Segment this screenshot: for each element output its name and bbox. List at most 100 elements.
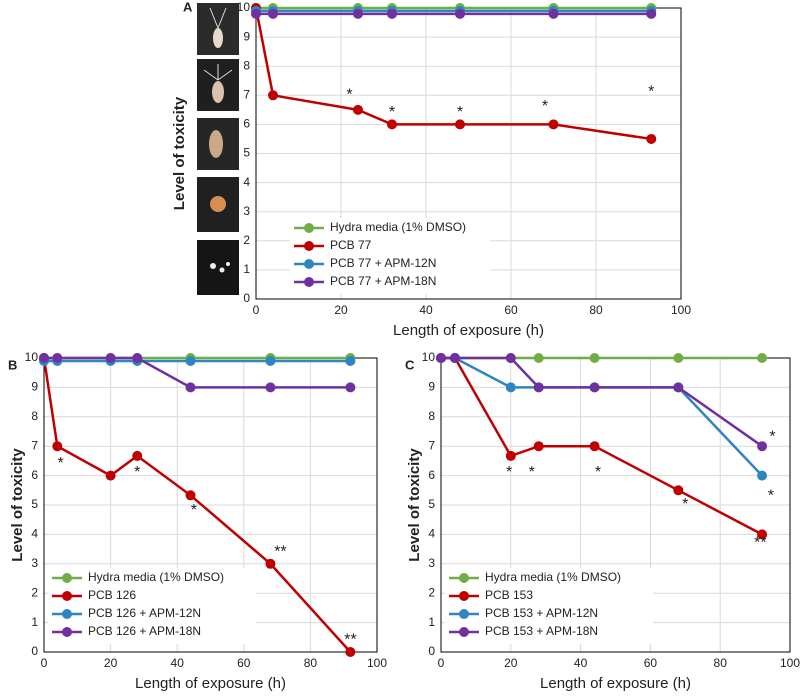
x-tick-label: 80 xyxy=(589,303,603,317)
data-point xyxy=(52,441,63,452)
data-point xyxy=(533,441,544,452)
y-tick-label: 6 xyxy=(31,468,38,482)
x-tick-label: 0 xyxy=(438,656,445,670)
x-tick-label: 40 xyxy=(171,656,185,670)
y-tick-label: 1 xyxy=(243,262,250,276)
y-tick-label: 0 xyxy=(428,644,435,658)
data-point xyxy=(345,647,356,657)
y-tick-label: 4 xyxy=(243,175,250,189)
data-point xyxy=(268,90,278,101)
legend-marker xyxy=(62,609,72,619)
data-point xyxy=(265,558,276,569)
y-tick-label: 2 xyxy=(243,233,250,247)
y-tick-label: 3 xyxy=(428,556,435,570)
data-point xyxy=(185,490,196,501)
significance-mark: * xyxy=(58,455,64,472)
significance-mark: * xyxy=(768,487,774,504)
x-tick-label: 80 xyxy=(304,656,318,670)
legend-marker xyxy=(459,609,469,619)
data-point xyxy=(505,353,516,363)
y-axis-title: Level of toxicity xyxy=(9,448,26,562)
x-axis-title: Length of exposure (h) xyxy=(135,675,286,692)
data-point xyxy=(455,8,465,19)
legend-label: PCB 153 + APM-12N xyxy=(485,606,598,620)
y-tick-label: 2 xyxy=(428,585,435,599)
data-point xyxy=(185,355,196,366)
data-point xyxy=(455,119,465,130)
y-tick-label: 3 xyxy=(243,204,250,218)
data-point xyxy=(449,353,460,363)
y-tick-label: 0 xyxy=(243,291,250,305)
data-point xyxy=(265,355,276,366)
legend-box xyxy=(48,568,256,644)
y-tick-label: 1 xyxy=(428,615,435,629)
data-point xyxy=(353,104,363,115)
y-tick-label: 4 xyxy=(428,527,435,541)
data-point xyxy=(757,441,768,452)
data-point xyxy=(52,353,63,363)
legend-label: PCB 77 xyxy=(330,238,372,252)
data-point xyxy=(265,382,276,393)
y-tick-label: 6 xyxy=(243,117,250,131)
significance-mark: * xyxy=(529,464,535,481)
data-point xyxy=(105,353,116,363)
y-tick-label: 9 xyxy=(428,380,435,394)
data-point xyxy=(353,8,363,19)
y-tick-label: 3 xyxy=(31,556,38,570)
legend-marker xyxy=(304,241,314,251)
data-point xyxy=(533,382,544,393)
legend-marker xyxy=(62,573,72,583)
y-tick-label: 5 xyxy=(428,497,435,511)
y-tick-label: 10 xyxy=(237,0,251,14)
y-tick-label: 10 xyxy=(25,350,39,364)
y-axis-title: Level of toxicity xyxy=(406,448,423,562)
significance-mark: * xyxy=(346,87,352,104)
x-tick-label: 0 xyxy=(41,656,48,670)
x-axis-title: Length of exposure (h) xyxy=(393,322,544,339)
data-point xyxy=(132,353,143,363)
y-tick-label: 7 xyxy=(31,438,38,452)
series-line xyxy=(441,356,763,448)
legend-label: Hydra media (1% DMSO) xyxy=(330,220,466,234)
x-tick-label: 60 xyxy=(237,656,251,670)
series-line xyxy=(254,7,652,141)
data-point xyxy=(646,8,657,19)
y-tick-label: 1 xyxy=(31,615,38,629)
data-point xyxy=(673,353,684,363)
significance-mark: * xyxy=(542,98,548,115)
data-point xyxy=(589,441,600,452)
data-point xyxy=(589,353,600,363)
panel-label: A xyxy=(183,0,193,14)
data-point xyxy=(589,382,600,393)
significance-mark: * xyxy=(506,464,512,481)
significance-mark: * xyxy=(682,496,688,513)
significance-mark: ** xyxy=(274,543,286,560)
y-tick-label: 4 xyxy=(31,527,38,541)
y-axis-title: Level of toxicity xyxy=(171,96,188,210)
data-point xyxy=(132,450,143,461)
legend-label: PCB 153 + APM-18N xyxy=(485,624,598,638)
data-point xyxy=(757,470,768,481)
y-tick-label: 8 xyxy=(243,58,250,72)
x-tick-label: 40 xyxy=(419,303,433,317)
series-line xyxy=(44,356,351,389)
x-axis-title: Length of exposure (h) xyxy=(540,675,691,692)
y-tick-label: 2 xyxy=(31,585,38,599)
legend-label: PCB 77 + APM-12N xyxy=(330,256,436,270)
legend-label: PCB 153 xyxy=(485,588,533,602)
legend-marker xyxy=(459,573,469,583)
x-tick-label: 20 xyxy=(504,656,518,670)
data-point xyxy=(185,382,196,393)
x-tick-label: 100 xyxy=(780,656,800,670)
legend-label: PCB 126 + APM-12N xyxy=(88,606,201,620)
legend-label: PCB 126 xyxy=(88,588,136,602)
data-point xyxy=(505,450,516,461)
significance-mark: ** xyxy=(754,534,766,551)
legend-marker xyxy=(459,627,469,637)
data-point xyxy=(345,382,356,393)
x-tick-label: 20 xyxy=(334,303,348,317)
panel-label: C xyxy=(405,357,415,372)
legend-marker xyxy=(304,223,314,233)
